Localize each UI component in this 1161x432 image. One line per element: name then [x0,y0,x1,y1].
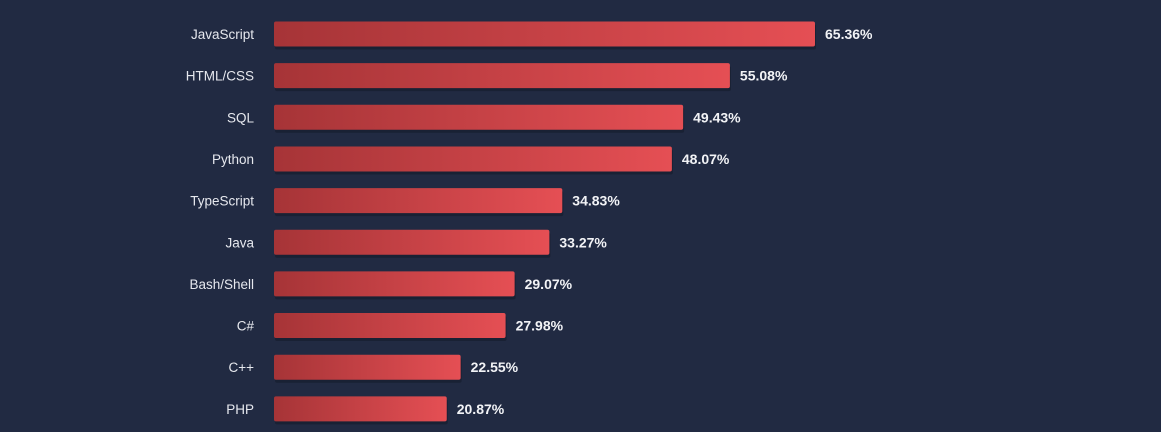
category-label: Python [212,152,254,167]
bar-row: TypeScript 34.83% [190,188,620,217]
bar-row: SQL 49.43% [227,104,741,133]
value-label: 33.27% [559,234,607,250]
value-label: 49.43% [693,109,741,125]
bar-row: Python 48.07% [212,146,730,175]
bar [274,271,515,297]
value-label: 20.87% [457,401,505,417]
bars-layer: JavaScript 65.36% HTML/CSS 55.08% SQL 49.43% P… [186,21,873,425]
bar [274,63,730,89]
value-label: 55.08% [740,68,788,84]
bar [274,188,563,214]
value-label: 65.36% [825,26,873,42]
bar [274,354,461,380]
category-label: TypeScript [190,194,254,209]
value-label: 29.07% [525,276,573,292]
bar-row: C# 27.98% [237,313,564,342]
bar [274,313,506,339]
bar-row: Bash/Shell 29.07% [189,271,573,300]
value-label: 22.55% [471,359,519,375]
category-label: Bash/Shell [189,277,254,292]
bar [274,104,684,130]
category-label: PHP [226,402,254,417]
bar-row: Java 33.27% [225,229,607,258]
category-label: C# [237,319,255,334]
value-label: 34.83% [572,193,620,209]
value-label: 27.98% [516,318,564,334]
bar [274,396,447,422]
category-label: Java [225,235,254,250]
value-label: 48.07% [682,151,730,167]
bar [274,229,550,255]
bar-row: JavaScript 65.36% [191,21,873,50]
category-label: HTML/CSS [186,69,254,84]
category-label: JavaScript [191,27,254,42]
bar-row: HTML/CSS 55.08% [186,63,788,92]
bar [274,146,672,172]
bar-row: PHP 20.87% [226,396,505,425]
category-label: SQL [227,110,255,125]
category-label: C++ [228,360,254,375]
bar [274,21,815,47]
bar-row: C++ 22.55% [228,354,519,383]
